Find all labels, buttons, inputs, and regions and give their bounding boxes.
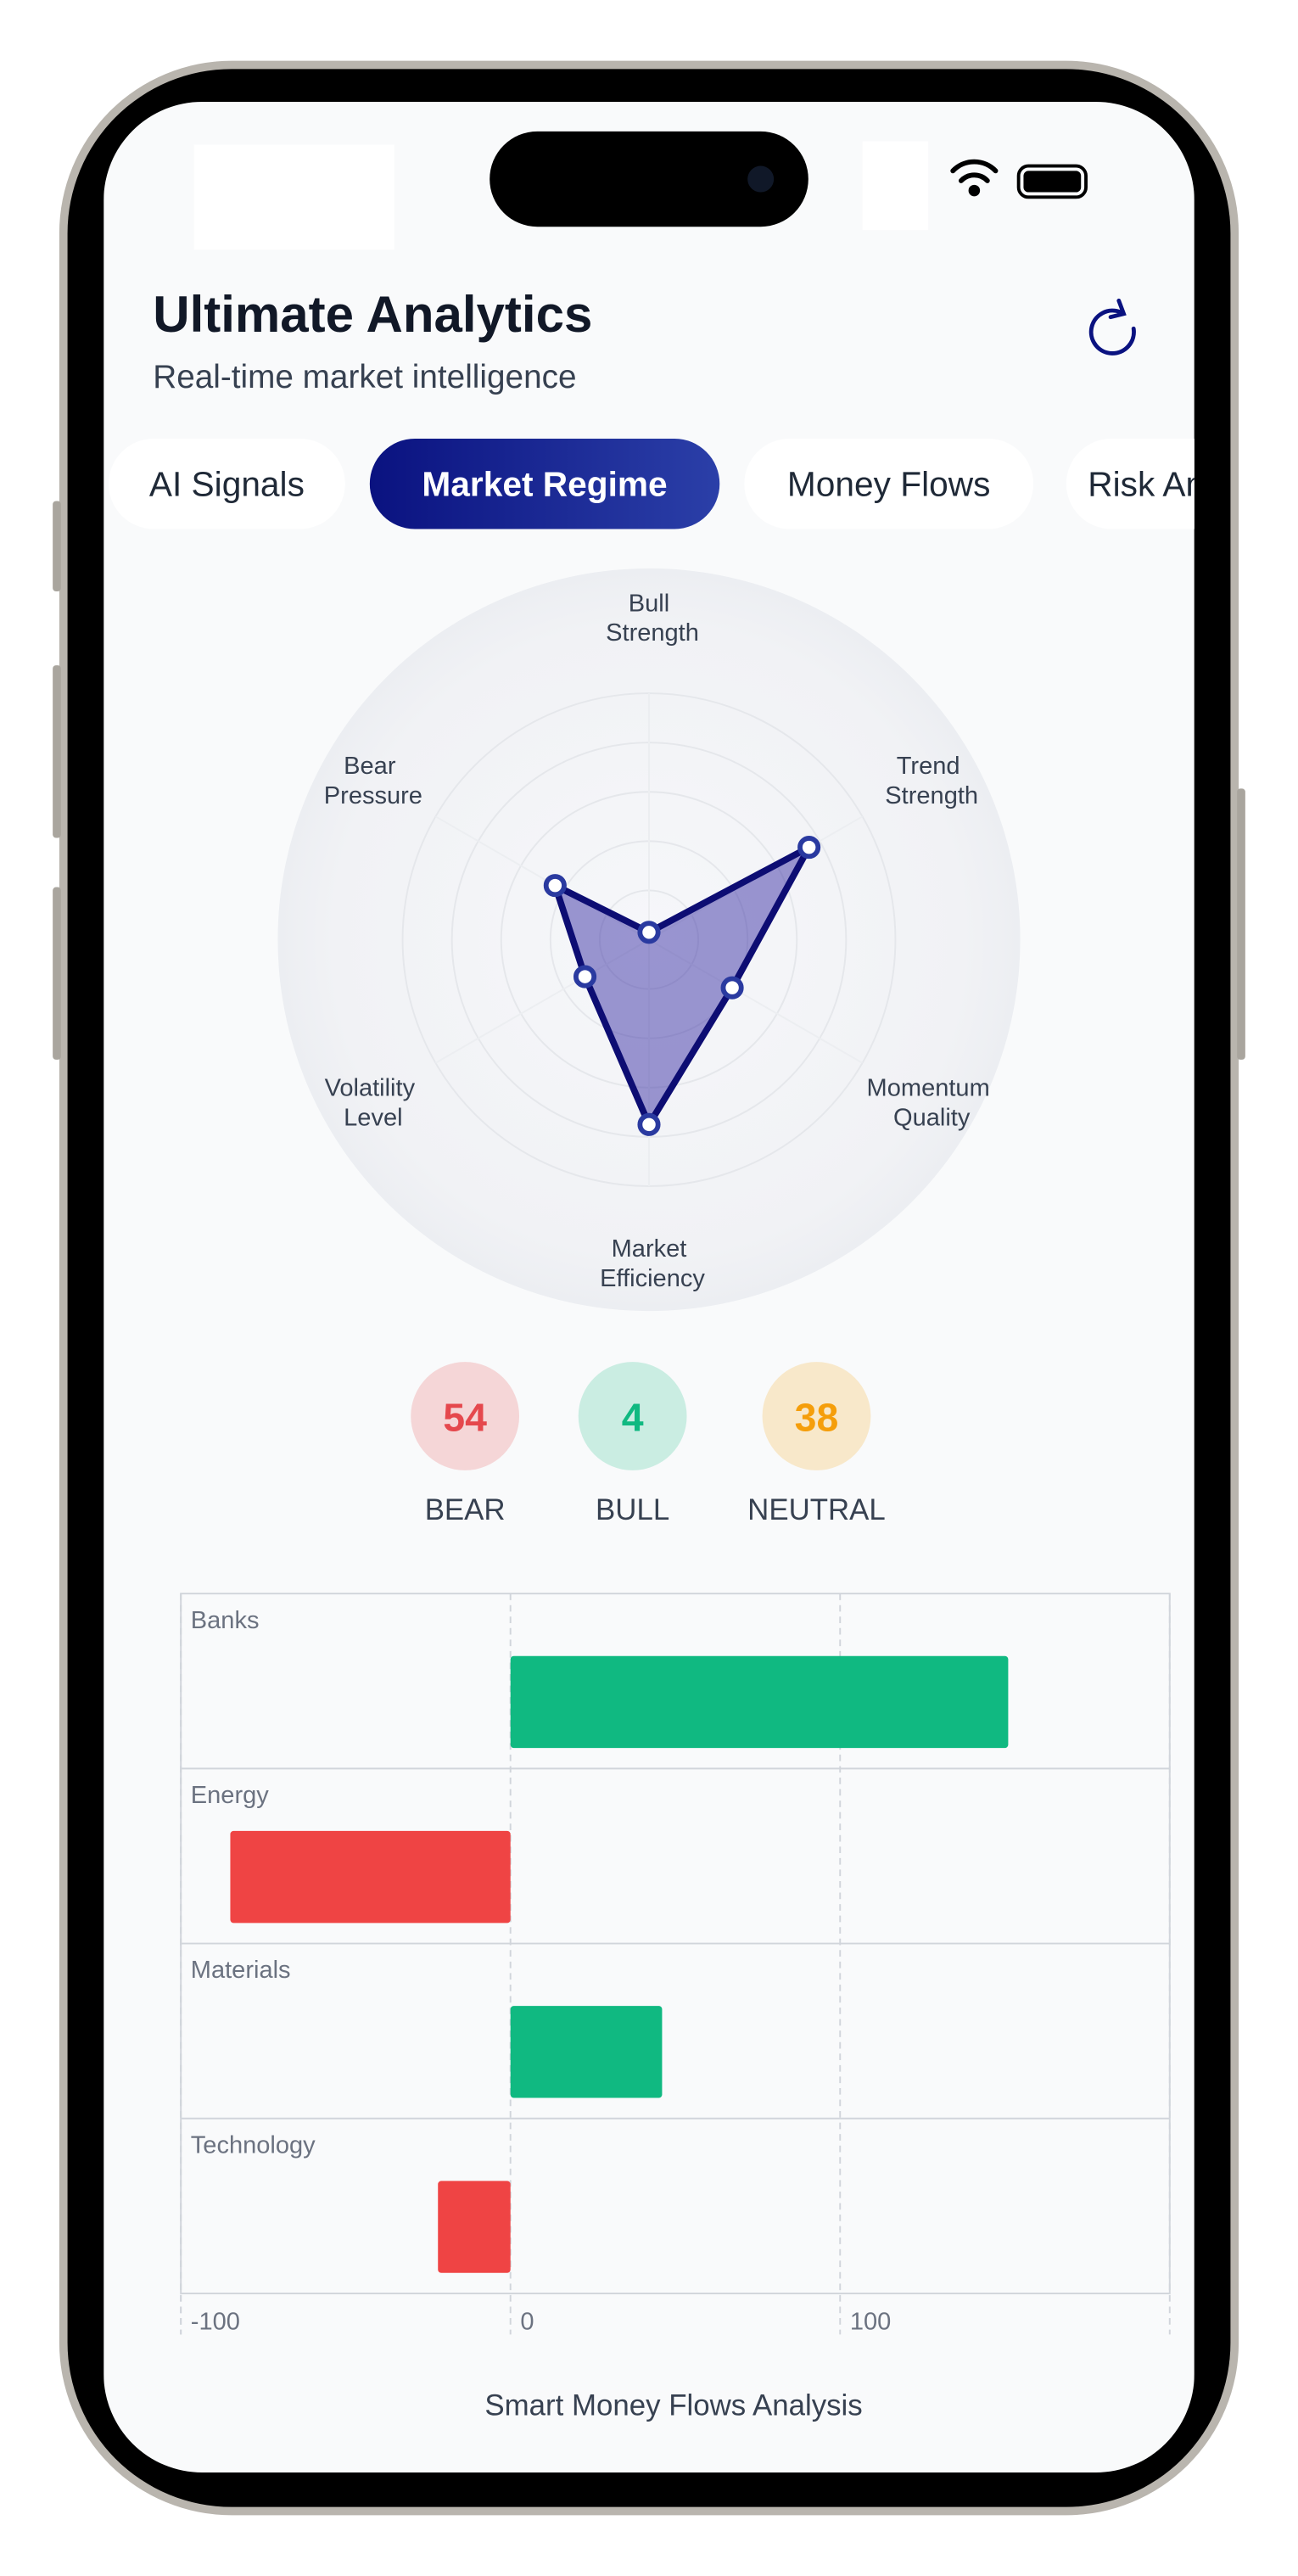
tab-pill <box>369 438 720 529</box>
app-title: Ultimate Analytics <box>153 286 592 343</box>
category-label: Banks <box>191 1607 260 1634</box>
side-button <box>53 501 61 592</box>
tab-label: Risk Analysis <box>1088 465 1291 504</box>
count-badge <box>762 1362 871 1470</box>
count-badge <box>578 1362 687 1470</box>
category-label: Energy <box>191 1782 269 1809</box>
tab[interactable]: AI Signals <box>108 438 345 529</box>
tab-label: Money Flows <box>787 465 991 504</box>
bar <box>438 2181 511 2273</box>
radar-label: Volatility Level <box>325 1074 416 1131</box>
count-label: BEAR <box>425 1493 506 1526</box>
wifi-icon <box>950 159 999 197</box>
count-value: 4 <box>622 1395 644 1439</box>
regime-count: 4 BULL <box>578 1362 687 1526</box>
count-value: 54 <box>443 1395 487 1439</box>
radar-point <box>637 1112 661 1136</box>
status-blank <box>862 141 929 231</box>
battery <box>1016 164 1088 199</box>
count-label: NEUTRAL <box>747 1493 886 1526</box>
app-subtitle: Real-time market intelligence <box>153 359 576 395</box>
tab[interactable]: Market Regime <box>369 438 720 529</box>
radar-label: Trend Strength <box>878 753 978 809</box>
battery-level <box>1023 171 1082 193</box>
radar-point <box>720 976 744 1000</box>
refresh-button[interactable] <box>1088 298 1136 356</box>
radar-label: Market Efficiency <box>593 1235 705 1292</box>
radar-point <box>573 965 597 988</box>
regime-count: 38 NEUTRAL <box>747 1362 886 1526</box>
side-button <box>53 887 61 1060</box>
tab-label: AI Signals <box>149 465 305 504</box>
side-button <box>1237 788 1245 1060</box>
count-label: BULL <box>596 1493 669 1526</box>
tab-pill <box>1066 438 1194 529</box>
side-button <box>53 665 61 838</box>
regime-count: 54 BEAR <box>411 1362 520 1526</box>
count-value: 38 <box>795 1395 839 1439</box>
category-label: Materials <box>191 1957 291 1984</box>
radar-point <box>543 874 567 898</box>
radar-point <box>797 836 821 860</box>
count-badge <box>411 1362 520 1470</box>
radar-point <box>637 921 661 944</box>
status-blank <box>193 144 394 250</box>
tab[interactable]: Money Flows <box>744 438 1034 529</box>
x-tick-label: 0 <box>520 2309 534 2336</box>
camera <box>747 165 775 193</box>
bar <box>510 1655 1009 1749</box>
category-label: Technology <box>191 2131 316 2159</box>
screen: Ultimate Analytics Real-time market inte… <box>104 102 1298 2473</box>
radar-label: Bear Pressure <box>317 753 422 809</box>
tab-pill <box>744 438 1034 529</box>
bar <box>510 2006 663 2098</box>
tab-pill <box>108 438 345 529</box>
x-tick-label: 100 <box>850 2309 891 2336</box>
bar <box>230 1830 511 1924</box>
chart-caption: Smart Money Flows Analysis <box>484 2388 862 2422</box>
radar-label: Momentum Quality <box>867 1074 990 1131</box>
tab[interactable]: Risk Analysis <box>1066 438 1298 529</box>
tab-label: Market Regime <box>422 465 667 504</box>
x-tick-label: -100 <box>191 2309 240 2336</box>
radar-label: Bull Strength <box>599 590 699 647</box>
dynamic-island <box>490 131 808 227</box>
